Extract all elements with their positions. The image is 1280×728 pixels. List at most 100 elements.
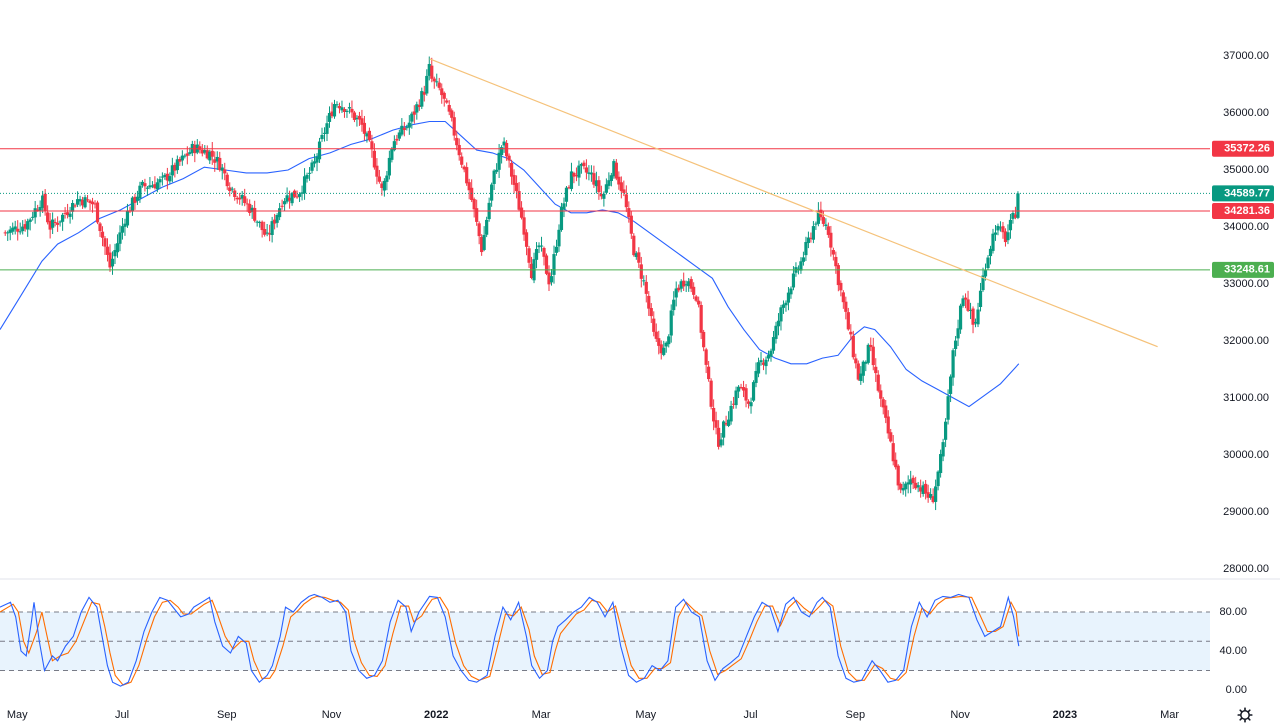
- candle-body: [437, 82, 441, 88]
- candle-body: [697, 300, 701, 305]
- candle-body: [779, 307, 783, 322]
- candle-body: [549, 276, 554, 283]
- candle-body: [714, 420, 718, 428]
- candle-body: [963, 297, 968, 300]
- candle-body: [405, 127, 409, 129]
- candle-body: [342, 109, 347, 113]
- candle-body: [380, 183, 384, 188]
- candle-body: [607, 180, 611, 186]
- candle-body: [41, 195, 45, 208]
- candle-body: [460, 156, 464, 165]
- candle-body: [659, 344, 663, 354]
- time-tick-label: Jul: [744, 709, 758, 721]
- candle-body: [83, 197, 87, 208]
- candle-body: [330, 111, 334, 117]
- candle-body: [509, 162, 514, 177]
- candle-body: [33, 208, 37, 218]
- candle-body: [632, 235, 636, 256]
- candle-body: [1013, 214, 1018, 218]
- candle-body: [198, 146, 202, 150]
- candle-body: [931, 496, 935, 503]
- candle-body: [150, 185, 155, 187]
- candle-body: [726, 419, 731, 426]
- candle-body: [687, 281, 691, 287]
- candle-body: [258, 222, 262, 224]
- candle-body: [248, 203, 252, 213]
- candle-body: [450, 110, 454, 118]
- candle-body: [861, 361, 865, 376]
- candle-body: [465, 167, 469, 184]
- gear-icon[interactable]: [1237, 707, 1253, 723]
- candle-body: [589, 172, 594, 175]
- candle-body: [594, 180, 598, 187]
- candle-body: [26, 221, 30, 230]
- candle-body: [110, 258, 115, 267]
- candle-body: [791, 273, 796, 288]
- candle-body: [702, 331, 706, 348]
- price-pane[interactable]: 35372.26 34281.36 33248.61 34589.77 37000.0…: [0, 50, 1274, 575]
- candle-body: [704, 349, 708, 365]
- candle-body: [93, 203, 97, 205]
- candle-body: [577, 165, 581, 178]
- candle-body: [58, 221, 62, 223]
- candle-body: [679, 281, 683, 289]
- candle-body: [382, 180, 386, 191]
- time-tick-label: Mar: [1160, 709, 1179, 721]
- candle-body: [677, 287, 681, 291]
- candle-body: [776, 320, 781, 327]
- candle-body: [961, 298, 965, 306]
- price-axis[interactable]: 37000.00 36000.00 35000.00 34000.00 33000.00…: [1223, 50, 1269, 575]
- time-tick-label: Sep: [217, 709, 237, 721]
- candle-body: [592, 173, 596, 185]
- candle-body: [90, 201, 95, 205]
- candle-body: [856, 363, 860, 380]
- candle-body: [467, 182, 471, 191]
- candle-body: [387, 157, 391, 176]
- candle-body: [223, 169, 227, 174]
- oscillator-lines: [0, 593, 1020, 687]
- oscillator-pane[interactable]: 80.00 40.00 0.00: [0, 593, 1247, 696]
- candle-body: [904, 483, 908, 490]
- candle-body: [622, 189, 626, 193]
- time-axis[interactable]: May Jul Sep Nov 2022 Mar May Jul Sep Nov 2023 Mar: [7, 709, 1180, 721]
- candle-body: [517, 191, 521, 210]
- price-tick-label: 32000.00: [1223, 335, 1269, 347]
- candle-body: [914, 482, 918, 489]
- candle-body: [285, 195, 289, 202]
- candle-body: [789, 288, 793, 295]
- candle-body: [21, 226, 25, 232]
- candle-body: [771, 337, 776, 351]
- candle-body: [3, 232, 7, 234]
- candle-body: [946, 396, 950, 420]
- candle-body: [100, 231, 105, 238]
- candle-body: [839, 282, 843, 291]
- price-tick-label: 33000.00: [1223, 278, 1269, 290]
- candle-body: [948, 376, 953, 394]
- candle-body: [452, 117, 456, 136]
- candle-body: [881, 399, 885, 408]
- candle-body: [188, 152, 192, 154]
- candle-body: [874, 366, 878, 374]
- candle-body: [335, 104, 339, 106]
- candle-body: [200, 149, 204, 154]
- candle-body: [213, 159, 217, 163]
- candle-body: [367, 130, 372, 141]
- oscillator-axis[interactable]: 80.00 40.00 0.00: [1219, 606, 1247, 696]
- candle-body: [210, 150, 214, 157]
- oscillator-tick-label: 0.00: [1226, 684, 1247, 696]
- candle-body: [811, 226, 816, 240]
- trendline-layer: [429, 58, 1158, 348]
- candle-body: [1003, 231, 1008, 243]
- candle-body: [175, 159, 179, 171]
- candle-body: [804, 242, 808, 256]
- candle-body: [836, 265, 840, 286]
- candle-body: [31, 216, 35, 218]
- candle-body: [415, 104, 419, 113]
- candle-body: [310, 162, 314, 171]
- price-tick-label: 28000.00: [1223, 563, 1269, 575]
- candle-body: [38, 207, 42, 211]
- candle-body: [953, 340, 958, 350]
- candle-body: [567, 187, 571, 189]
- candle-body: [185, 153, 189, 156]
